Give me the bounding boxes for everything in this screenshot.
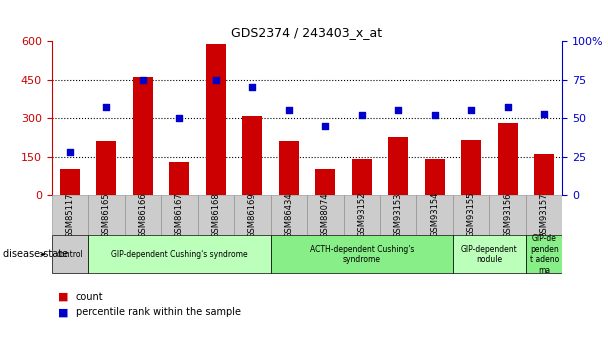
Text: GSM86166: GSM86166: [139, 192, 147, 238]
Bar: [133, 77, 153, 195]
Text: GSM93152: GSM93152: [358, 192, 366, 237]
Point: [211, 77, 221, 82]
Bar: [380, 195, 416, 235]
Text: GIP-dependent Cushing's syndrome: GIP-dependent Cushing's syndrome: [111, 250, 247, 259]
Bar: [52, 195, 88, 235]
Point: [466, 108, 476, 113]
Text: GSM93154: GSM93154: [430, 192, 439, 237]
Text: GSM93157: GSM93157: [540, 192, 548, 237]
Bar: [271, 195, 307, 235]
Bar: [315, 169, 335, 195]
Bar: [461, 140, 481, 195]
Point: [247, 85, 257, 90]
Text: disease state: disease state: [3, 249, 68, 259]
Point: [357, 112, 367, 118]
Bar: [161, 195, 198, 235]
Bar: [234, 195, 271, 235]
Bar: [424, 159, 444, 195]
Bar: [125, 195, 161, 235]
Text: GIP-dependent
nodule: GIP-dependent nodule: [461, 245, 518, 264]
Point: [174, 115, 184, 121]
Bar: [52, 235, 88, 274]
Point: [284, 108, 294, 113]
Point: [320, 123, 330, 129]
Bar: [351, 159, 371, 195]
Text: GSM93153: GSM93153: [394, 192, 402, 237]
Bar: [96, 141, 116, 195]
Text: GSM86434: GSM86434: [285, 192, 293, 238]
Bar: [489, 195, 526, 235]
Text: control: control: [57, 250, 83, 259]
Text: ACTH-dependent Cushing's
syndrome: ACTH-dependent Cushing's syndrome: [309, 245, 414, 264]
Text: ■: ■: [58, 292, 68, 302]
Bar: [453, 195, 489, 235]
Bar: [534, 154, 554, 195]
Text: GIP-de
penden
t adeno
ma: GIP-de penden t adeno ma: [530, 234, 559, 275]
Bar: [453, 235, 526, 274]
Point: [138, 77, 148, 82]
Bar: [388, 137, 408, 195]
Bar: [497, 123, 517, 195]
Bar: [307, 195, 344, 235]
Point: [65, 149, 75, 155]
Text: GSM86169: GSM86169: [248, 192, 257, 238]
Bar: [526, 235, 562, 274]
Point: [430, 112, 440, 118]
Text: count: count: [76, 292, 103, 302]
Text: percentile rank within the sample: percentile rank within the sample: [76, 307, 241, 317]
Bar: [169, 162, 189, 195]
Text: GSM93156: GSM93156: [503, 192, 512, 237]
Text: GSM88074: GSM88074: [321, 192, 330, 238]
Bar: [206, 44, 226, 195]
Bar: [88, 235, 271, 274]
Bar: [271, 235, 453, 274]
Point: [102, 105, 111, 110]
Text: GSM93155: GSM93155: [467, 192, 475, 237]
Point: [393, 108, 403, 113]
Text: GSM86168: GSM86168: [212, 192, 220, 238]
Text: GSM86167: GSM86167: [175, 192, 184, 238]
Text: ■: ■: [58, 307, 68, 317]
Title: GDS2374 / 243403_x_at: GDS2374 / 243403_x_at: [232, 26, 382, 39]
Bar: [242, 116, 262, 195]
Bar: [526, 195, 562, 235]
Text: GSM85117: GSM85117: [66, 192, 74, 237]
Bar: [88, 195, 125, 235]
Bar: [198, 195, 234, 235]
Bar: [60, 169, 80, 195]
Text: GSM86165: GSM86165: [102, 192, 111, 238]
Point: [503, 105, 513, 110]
Bar: [344, 195, 380, 235]
Point: [539, 111, 549, 116]
Bar: [278, 141, 299, 195]
Bar: [416, 195, 453, 235]
